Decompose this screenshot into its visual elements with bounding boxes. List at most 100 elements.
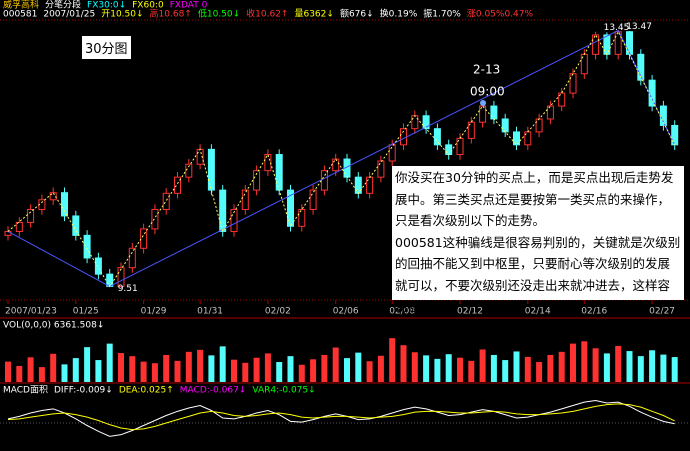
x-tick-label: 2007/01/23 bbox=[5, 307, 57, 317]
time-marker bbox=[480, 100, 486, 106]
candle-body bbox=[15, 221, 23, 232]
candle-body bbox=[411, 115, 419, 130]
volume-bar bbox=[377, 355, 384, 382]
volume-bar bbox=[106, 343, 113, 382]
candle-body bbox=[546, 105, 554, 120]
volume-bar bbox=[366, 361, 373, 382]
volume-bar bbox=[490, 354, 497, 382]
header-item: FXDAT 0 bbox=[170, 1, 208, 11]
header-item: 分笔分段 bbox=[45, 0, 81, 11]
volume-bar bbox=[637, 356, 644, 382]
candle-body bbox=[219, 189, 227, 232]
volume-bar bbox=[208, 355, 215, 382]
volume-bar bbox=[321, 354, 328, 382]
volume-bar bbox=[231, 359, 237, 382]
volume-bar bbox=[502, 360, 509, 382]
x-tick-label: 01/29 bbox=[141, 307, 167, 317]
volume-bar bbox=[536, 362, 543, 382]
candle-body bbox=[253, 170, 261, 191]
volume-bar bbox=[423, 355, 430, 382]
volume-bar bbox=[592, 348, 599, 382]
volume-bar bbox=[242, 362, 249, 382]
candle-body bbox=[185, 163, 193, 178]
volume-bar bbox=[129, 356, 136, 382]
candle-body bbox=[377, 160, 385, 178]
candle-body bbox=[445, 144, 453, 156]
zigzag-line bbox=[7, 30, 676, 288]
x-tick-label: 02/14 bbox=[525, 307, 551, 317]
macd-label: DEA:0.025↑ bbox=[119, 386, 174, 396]
candle-body bbox=[388, 144, 396, 162]
volume-bar bbox=[287, 356, 294, 382]
candle-body bbox=[61, 192, 68, 217]
candle-body bbox=[49, 192, 57, 201]
header-item: 000581 bbox=[3, 10, 37, 20]
candle-body bbox=[207, 148, 215, 191]
candle-body bbox=[433, 128, 441, 146]
candle-body bbox=[320, 170, 328, 191]
x-tick-label: 02/27 bbox=[649, 307, 675, 317]
candle-body bbox=[467, 121, 475, 139]
candle-body bbox=[309, 189, 317, 210]
candle-body bbox=[648, 79, 656, 107]
volume-bar bbox=[513, 351, 520, 382]
volume-bar bbox=[603, 353, 610, 382]
time-note: 09:00 bbox=[470, 85, 505, 99]
candle-body bbox=[230, 208, 238, 232]
volume-bar bbox=[411, 352, 418, 382]
volume-bar bbox=[197, 349, 204, 382]
header-item: FX30:0↓ bbox=[87, 1, 126, 11]
volume-bar bbox=[298, 364, 305, 382]
candle-body bbox=[140, 228, 148, 249]
header-item: 开10.50↓ bbox=[101, 9, 143, 20]
candle-body bbox=[569, 73, 577, 94]
volume-bar bbox=[547, 354, 554, 382]
volume-bar bbox=[434, 358, 441, 382]
volume-bar bbox=[140, 361, 147, 382]
x-tick-label: 02/08 bbox=[389, 307, 415, 317]
candle-body bbox=[592, 34, 600, 55]
volume-bar bbox=[581, 341, 588, 382]
macd-label: VAR4:-0.075↓ bbox=[252, 386, 315, 396]
volume-bar bbox=[332, 347, 339, 382]
candle-body bbox=[128, 247, 136, 269]
candle-body bbox=[162, 192, 170, 210]
candle-body bbox=[241, 189, 249, 210]
candle-body bbox=[72, 215, 80, 236]
volume-bar bbox=[457, 357, 463, 382]
volume-bar bbox=[151, 363, 158, 382]
candle-body bbox=[332, 158, 340, 172]
volume-bar bbox=[570, 343, 576, 382]
candle-body bbox=[106, 273, 114, 287]
candle-body bbox=[671, 124, 679, 146]
macd-line bbox=[7, 399, 675, 437]
volume-bar bbox=[38, 367, 45, 382]
volume-bar bbox=[524, 356, 531, 382]
candle-body bbox=[264, 154, 272, 172]
volume-bar bbox=[615, 345, 622, 382]
annotation-box: 你没买在30分钟的买点上，而是买点出现后走势发展中。第三类买点还是要按第一类买点… bbox=[392, 166, 684, 314]
volume-bar bbox=[626, 351, 633, 382]
candle-body bbox=[637, 53, 645, 81]
x-tick-label: 01/25 bbox=[73, 307, 99, 317]
price-label: 13.47 bbox=[626, 22, 652, 32]
chart-label: 30分图 bbox=[82, 36, 131, 59]
x-tick-label: 01/31 bbox=[197, 307, 223, 317]
candle-body bbox=[501, 118, 509, 133]
candle-body bbox=[535, 118, 543, 133]
volume-bar bbox=[310, 359, 317, 382]
x-tick-label: 02/06 bbox=[333, 307, 359, 317]
candle-body bbox=[513, 131, 520, 146]
candle-body bbox=[174, 176, 181, 194]
volume-bar bbox=[389, 338, 396, 382]
volume-bar bbox=[95, 360, 102, 382]
macd-line bbox=[7, 403, 675, 431]
volume-bar bbox=[660, 354, 667, 382]
volume-bar bbox=[50, 353, 57, 382]
x-tick-label: 02/16 bbox=[581, 307, 607, 317]
candle-body bbox=[151, 208, 159, 230]
paragraph: 你没买在30分钟的买点上，而是买点出现后走势发展中。第三类买点还是要按第一类买点… bbox=[395, 170, 674, 228]
volume-bar bbox=[253, 357, 260, 382]
volume-bar bbox=[264, 353, 271, 382]
